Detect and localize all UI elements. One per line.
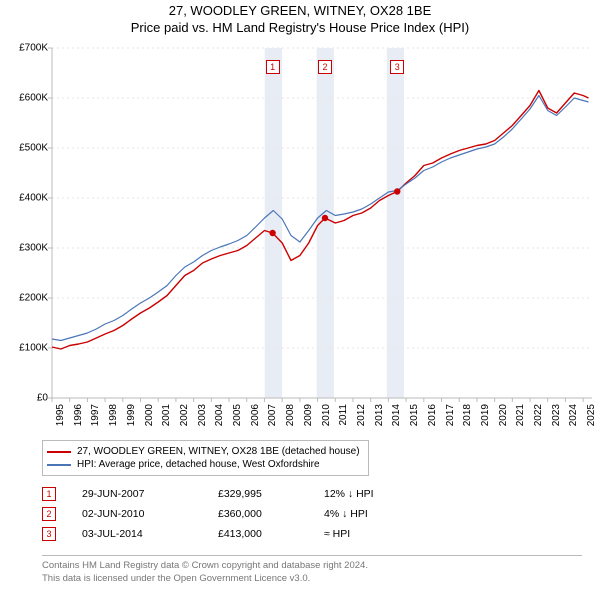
y-tick-label: £500K — [19, 143, 48, 154]
x-tick-label: 2013 — [374, 404, 385, 426]
chart-svg — [52, 48, 592, 398]
chart-plot-area — [52, 48, 592, 398]
x-tick-label: 2023 — [551, 404, 562, 426]
legend-swatch — [47, 451, 71, 453]
x-tick-label: 2001 — [161, 404, 172, 426]
y-tick-label: £400K — [19, 193, 48, 204]
y-tick-label: £0 — [37, 393, 48, 404]
x-tick-label: 2018 — [462, 404, 473, 426]
y-tick-label: £600K — [19, 93, 48, 104]
title-line2: Price paid vs. HM Land Registry's House … — [0, 20, 600, 37]
y-tick-label: £100K — [19, 343, 48, 354]
x-tick-label: 2004 — [214, 404, 225, 426]
legend-row: HPI: Average price, detached house, West… — [47, 458, 360, 471]
x-tick-label: 2015 — [409, 404, 420, 426]
x-tick-label: 1996 — [73, 404, 84, 426]
y-tick-label: £700K — [19, 43, 48, 54]
legend-row: 27, WOODLEY GREEN, WITNEY, OX28 1BE (det… — [47, 445, 360, 458]
sale-price: £329,995 — [218, 488, 298, 500]
sale-hpi-relation: ≈ HPI — [324, 528, 424, 540]
sale-date: 29-JUN-2007 — [82, 488, 192, 500]
x-tick-label: 1997 — [90, 404, 101, 426]
x-tick-label: 2021 — [515, 404, 526, 426]
x-tick-label: 2002 — [179, 404, 190, 426]
sales-row: 2 02-JUN-2010 £360,000 4% ↓ HPI — [42, 504, 424, 524]
sale-marker-box: 3 — [390, 60, 404, 74]
x-tick-label: 2010 — [321, 404, 332, 426]
x-tick-label: 2020 — [498, 404, 509, 426]
y-tick-label: £200K — [19, 293, 48, 304]
x-tick-label: 2007 — [267, 404, 278, 426]
x-tick-label: 2000 — [144, 404, 155, 426]
x-tick-label: 1999 — [126, 404, 137, 426]
sale-hpi-relation: 4% ↓ HPI — [324, 508, 424, 520]
sales-row: 1 29-JUN-2007 £329,995 12% ↓ HPI — [42, 484, 424, 504]
sales-marker-box: 1 — [42, 487, 56, 501]
title-line1: 27, WOODLEY GREEN, WITNEY, OX28 1BE — [0, 3, 600, 20]
sale-price: £413,000 — [218, 528, 298, 540]
legend-swatch — [47, 464, 71, 466]
footer-attribution: Contains HM Land Registry data © Crown c… — [42, 555, 582, 585]
x-tick-label: 2019 — [480, 404, 491, 426]
x-tick-label: 2025 — [586, 404, 597, 426]
sale-marker-box: 2 — [318, 60, 332, 74]
chart-title: 27, WOODLEY GREEN, WITNEY, OX28 1BE Pric… — [0, 0, 600, 37]
x-tick-label: 2016 — [427, 404, 438, 426]
legend-label: HPI: Average price, detached house, West… — [77, 458, 320, 471]
x-tick-label: 1998 — [108, 404, 119, 426]
legend-label: 27, WOODLEY GREEN, WITNEY, OX28 1BE (det… — [77, 445, 360, 458]
x-tick-label: 2024 — [568, 404, 579, 426]
sale-hpi-relation: 12% ↓ HPI — [324, 488, 424, 500]
x-tick-label: 2014 — [391, 404, 402, 426]
x-tick-label: 2009 — [303, 404, 314, 426]
chart-legend: 27, WOODLEY GREEN, WITNEY, OX28 1BE (det… — [42, 440, 369, 476]
sale-date: 03-JUL-2014 — [82, 528, 192, 540]
sales-marker-box: 2 — [42, 507, 56, 521]
sales-row: 3 03-JUL-2014 £413,000 ≈ HPI — [42, 524, 424, 544]
x-tick-label: 2008 — [285, 404, 296, 426]
x-tick-label: 2003 — [197, 404, 208, 426]
y-tick-label: £300K — [19, 243, 48, 254]
x-tick-label: 2022 — [533, 404, 544, 426]
x-tick-label: 1995 — [55, 404, 66, 426]
x-tick-label: 2011 — [338, 404, 349, 426]
footer-line2: This data is licensed under the Open Gov… — [42, 573, 582, 585]
sale-marker-box: 1 — [266, 60, 280, 74]
x-tick-label: 2012 — [356, 404, 367, 426]
sales-marker-box: 3 — [42, 527, 56, 541]
sale-date: 02-JUN-2010 — [82, 508, 192, 520]
x-tick-label: 2006 — [250, 404, 261, 426]
sale-price: £360,000 — [218, 508, 298, 520]
x-tick-label: 2017 — [445, 404, 456, 426]
sales-table: 1 29-JUN-2007 £329,995 12% ↓ HPI 2 02-JUN-201… — [42, 484, 424, 544]
x-tick-label: 2005 — [232, 404, 243, 426]
footer-line1: Contains HM Land Registry data © Crown c… — [42, 560, 582, 572]
